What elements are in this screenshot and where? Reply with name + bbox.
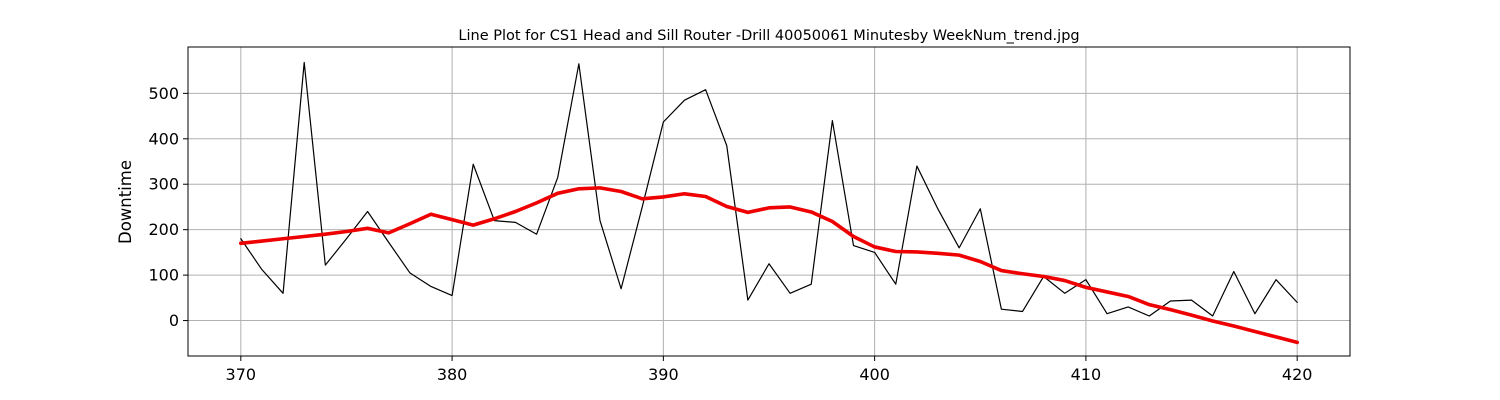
downtime-line — [240, 61, 1298, 317]
x-tick-label: 390 — [648, 365, 679, 384]
y-tick-label: 300 — [148, 175, 179, 194]
y-tick-label: 100 — [148, 266, 179, 285]
x-tick-label: 410 — [1071, 365, 1102, 384]
y-tick-label: 400 — [148, 129, 179, 148]
series-lines — [239, 61, 1299, 345]
y-tick-label: 500 — [148, 84, 179, 103]
x-tick-label: 380 — [437, 365, 468, 384]
y-tick-label: 200 — [148, 220, 179, 239]
chart-title: Line Plot for CS1 Head and Sill Router -… — [458, 28, 1079, 44]
trend-line — [239, 186, 1299, 345]
x-tick-label: 420 — [1282, 365, 1313, 384]
x-tick-label: 370 — [226, 365, 257, 384]
y-axis-label: Downtime — [116, 160, 135, 244]
y-tick-label: 0 — [169, 311, 179, 330]
x-tick-label: 400 — [859, 365, 890, 384]
plot-area-frame — [187, 46, 1351, 357]
axis-ticks: 370 380 390 400 410 420 0 100 200 300 400 500 — [148, 84, 1312, 384]
grid-lines — [188, 47, 1350, 356]
